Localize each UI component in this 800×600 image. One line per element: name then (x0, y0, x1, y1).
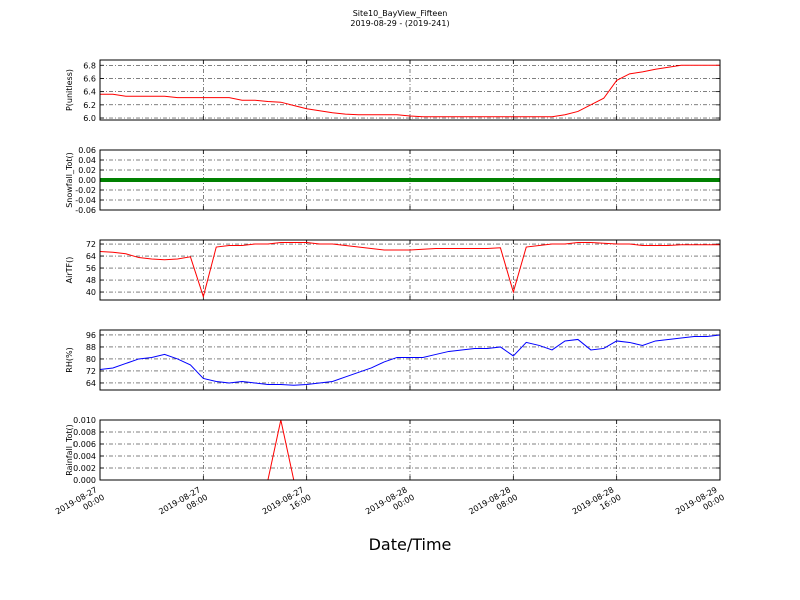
y-tick-label: 72 (86, 240, 96, 249)
y-tick-label: 96 (86, 331, 96, 340)
data-line (100, 64, 720, 118)
y-tick-label: 0.00 (78, 176, 96, 185)
y-tick-label: 6.2 (83, 101, 96, 110)
plot-frame (99, 239, 721, 301)
plot-frame (99, 419, 721, 481)
y-tick-label: 48 (86, 276, 96, 285)
plot-frame (99, 149, 721, 211)
y-tick-label: 0.010 (73, 416, 96, 425)
y-tick-label: 64 (86, 252, 96, 261)
figure-subtitle: 2019-08-29 - (2019-241) (350, 19, 449, 28)
plot-frame (99, 329, 721, 391)
y-tick-label: 64 (86, 379, 96, 388)
y-tick-label: -0.06 (75, 206, 96, 215)
y-axis-label: RH(%) (65, 347, 74, 372)
data-line (100, 334, 720, 386)
plot-frame (99, 59, 721, 121)
y-tick-label: 88 (86, 343, 96, 352)
y-tick-label: 0.02 (78, 166, 96, 175)
figure-title: Site10_BayView_Fifteen (353, 9, 448, 18)
y-tick-label: -0.04 (75, 196, 96, 205)
y-tick-label: 0.006 (73, 440, 96, 449)
y-tick-label: 6.4 (83, 88, 96, 97)
y-axis-label: Rainfall_Tot() (65, 424, 74, 476)
y-tick-label: 6.6 (83, 74, 96, 83)
y-tick-label: 40 (86, 288, 96, 297)
y-tick-label: 6.8 (83, 61, 96, 70)
y-tick-label: 0.002 (73, 464, 96, 473)
y-tick-label: 0.06 (78, 146, 96, 155)
y-tick-label: 0.008 (73, 428, 96, 437)
y-axis-label: Snowfall_Tot() (65, 152, 74, 208)
y-tick-label: 6.0 (83, 114, 96, 123)
y-axis-label: P(unitless) (65, 69, 74, 111)
y-tick-label: 80 (86, 355, 96, 364)
y-tick-label: 56 (86, 264, 96, 273)
y-axis-label: AirTF() (65, 257, 74, 284)
y-tick-label: 0.004 (73, 452, 96, 461)
x-axis-label: Date/Time (369, 535, 452, 554)
y-tick-label: 72 (86, 367, 96, 376)
y-tick-label: -0.02 (75, 186, 96, 195)
data-line (100, 242, 720, 299)
y-tick-label: 0.000 (73, 476, 96, 485)
y-tick-label: 0.04 (78, 156, 96, 165)
